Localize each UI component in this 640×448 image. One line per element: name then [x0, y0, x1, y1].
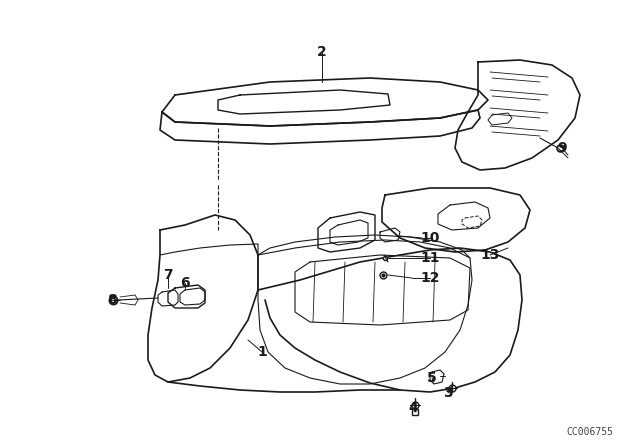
Text: 7: 7 [163, 268, 173, 282]
Text: 1: 1 [257, 345, 267, 359]
Text: 12: 12 [420, 271, 440, 285]
Text: 10: 10 [420, 231, 440, 245]
Text: 6: 6 [180, 276, 190, 290]
Text: 5: 5 [427, 371, 437, 385]
Text: 3: 3 [443, 386, 453, 400]
Text: 13: 13 [480, 248, 500, 262]
Text: CC006755: CC006755 [566, 427, 614, 437]
Text: 4: 4 [408, 401, 418, 415]
Text: 8: 8 [107, 293, 117, 307]
Text: 9: 9 [557, 141, 567, 155]
Text: 11: 11 [420, 251, 440, 265]
Text: 2: 2 [317, 45, 327, 59]
